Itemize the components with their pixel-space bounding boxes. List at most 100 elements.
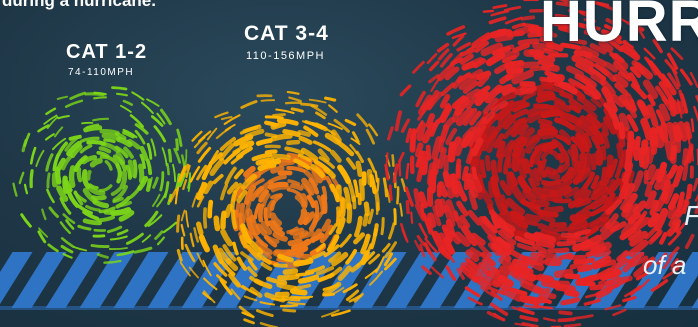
swirl-stroke (672, 165, 684, 188)
swirl-stroke (450, 173, 460, 195)
swirl-stroke (537, 127, 559, 137)
swirl-stroke (145, 158, 153, 175)
swirl-stroke (438, 104, 453, 124)
swirl-stroke (292, 230, 309, 240)
swirl-stroke (278, 159, 295, 167)
swirl-stroke (621, 202, 633, 218)
swirl-stroke (547, 53, 569, 58)
swirl-stroke (445, 265, 457, 281)
swirl-stroke (665, 121, 677, 144)
swirl-stroke (162, 221, 177, 234)
swirl-stroke (92, 117, 110, 122)
swirl-stroke (174, 186, 180, 205)
swirl-stroke (369, 228, 378, 250)
swirl-stroke (361, 251, 376, 266)
swirl-stroke (375, 256, 385, 274)
swirl-stroke (64, 99, 84, 108)
swirl-stroke (521, 218, 539, 227)
swirl-stroke (428, 74, 440, 84)
swirl-stroke (489, 302, 509, 316)
swirl-stroke (454, 231, 471, 247)
swirl-stroke (70, 144, 83, 159)
swirl-stroke (579, 45, 600, 58)
swirl-stroke (602, 164, 614, 186)
swirl-stroke (185, 164, 191, 179)
swirl-stroke (86, 169, 92, 181)
swirl-stroke (256, 309, 274, 318)
swirl-stroke (219, 136, 236, 152)
swirl-stroke (645, 57, 658, 76)
swirl-stroke (505, 197, 526, 216)
swirl-stroke (267, 121, 280, 126)
swirl-stroke (535, 186, 557, 198)
swirl-stroke (207, 199, 214, 219)
swirl-stroke (172, 163, 176, 183)
swirl-stroke (213, 262, 228, 277)
swirl-stroke (355, 150, 364, 163)
swirl-stroke (633, 62, 654, 80)
swirl-stroke (510, 216, 529, 229)
swirl-stroke (500, 221, 516, 233)
swirl-stroke (541, 279, 561, 289)
swirl-stroke (472, 58, 487, 69)
swirl-stroke (477, 74, 490, 87)
swirl-stroke (29, 169, 34, 189)
swirl-stroke (563, 186, 580, 199)
swirl-stroke (352, 195, 357, 210)
swirl-stroke (375, 202, 379, 215)
swirl-stroke (329, 149, 342, 163)
swirl-stroke (423, 242, 437, 262)
swirl-stroke (603, 115, 618, 135)
swirl-stroke (583, 298, 601, 306)
swirl-stroke (504, 59, 525, 69)
swirl-stroke (664, 140, 675, 161)
swirl-stroke (617, 121, 626, 140)
swirl-stroke (255, 239, 273, 256)
swirl-stroke (482, 111, 496, 125)
swirl-stroke (386, 188, 391, 203)
hurricane-title: HURR (540, 0, 698, 54)
swirl-stroke (633, 259, 653, 278)
swirl-stroke (426, 53, 438, 65)
swirl-stroke (258, 189, 269, 203)
swirl-stroke (670, 261, 685, 271)
swirl-stroke (288, 96, 302, 103)
swirl-stroke (384, 241, 397, 258)
swirl-stroke (134, 129, 146, 145)
swirl-stroke (588, 66, 607, 81)
swirl-stroke (652, 38, 663, 54)
swirl-stroke (263, 207, 270, 227)
swirl-stroke (439, 198, 448, 213)
swirl-stroke (554, 13, 572, 20)
swirl-stroke (394, 110, 403, 132)
swirl-stroke (501, 55, 517, 64)
swirl-stroke (83, 125, 103, 133)
swirl-stroke (469, 110, 482, 126)
swirl-stroke (132, 159, 138, 179)
swirl-stroke (197, 146, 212, 163)
swirl-stroke (589, 284, 605, 291)
swirl-stroke (480, 251, 496, 267)
swirl-stroke (617, 71, 632, 82)
swirl-stroke (93, 91, 107, 96)
swirl-stroke (346, 157, 357, 170)
swirl-stroke (54, 126, 64, 138)
swirl-stroke (240, 251, 254, 262)
swirl-stroke (575, 133, 590, 153)
swirl-stroke (198, 130, 212, 143)
swirl-stroke (694, 193, 698, 202)
swirl-stroke (60, 244, 74, 254)
swirl-stroke (478, 215, 491, 227)
swirl-stroke (493, 133, 505, 149)
swirl-stroke (584, 53, 607, 67)
swirl-stroke (490, 100, 509, 114)
swirl-stroke (618, 112, 630, 132)
swirl-stroke (264, 115, 284, 120)
swirl-stroke (73, 191, 87, 203)
swirl-stroke (353, 179, 360, 198)
swirl-stroke (176, 128, 183, 147)
swirl-stroke (62, 213, 76, 225)
swirl-stroke (134, 123, 149, 135)
swirl-stroke (533, 54, 556, 63)
swirl-stroke (65, 219, 75, 230)
